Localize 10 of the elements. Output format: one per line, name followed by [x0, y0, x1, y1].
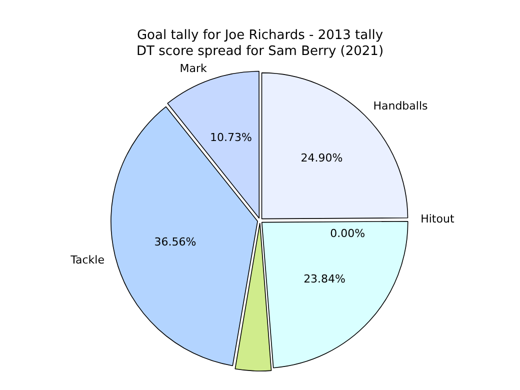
data-label: 24.90%	[300, 151, 343, 164]
slice-label: Mark	[180, 62, 208, 75]
data-label: 36.56%	[154, 235, 196, 248]
data-label: 23.84%	[304, 272, 346, 286]
category-label: Hitout	[420, 212, 454, 226]
data-label: 10.73%	[210, 130, 252, 144]
chart-title: Goal tally for Joe Richards - 2013 tally DT score spread for Sam Berry (2021)	[136, 28, 384, 59]
slice-label: Tackle	[70, 253, 105, 266]
text: 0.00%	[330, 226, 366, 240]
slice-label: Handballs	[373, 100, 428, 113]
